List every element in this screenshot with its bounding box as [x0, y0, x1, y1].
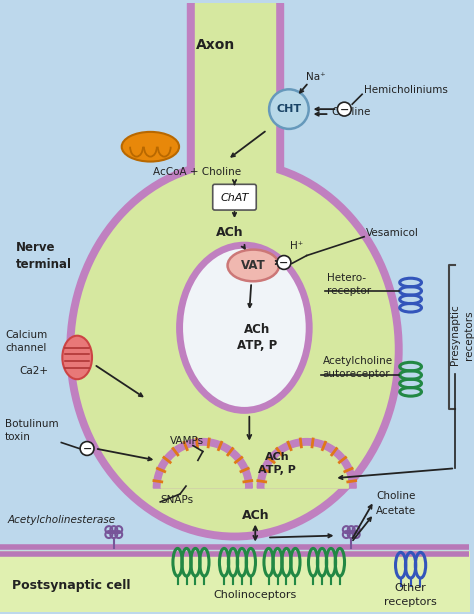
Text: −: −	[82, 444, 92, 454]
Text: Botulinum
toxin: Botulinum toxin	[5, 419, 59, 442]
Text: Axon: Axon	[196, 38, 235, 52]
Text: ACh
ATP, P: ACh ATP, P	[237, 323, 277, 352]
Circle shape	[80, 441, 94, 456]
Text: Choline: Choline	[376, 491, 415, 501]
Polygon shape	[257, 438, 356, 488]
Ellipse shape	[63, 336, 92, 379]
Text: SNAPs: SNAPs	[160, 495, 193, 505]
FancyBboxPatch shape	[213, 184, 256, 210]
Text: Hemicholiniums: Hemicholiniums	[364, 85, 448, 95]
Text: ChAT: ChAT	[220, 193, 249, 203]
Ellipse shape	[74, 166, 395, 532]
Text: Acetylcholine
autoreceptor: Acetylcholine autoreceptor	[322, 356, 392, 379]
Text: Other
receptors: Other receptors	[384, 583, 437, 607]
Polygon shape	[265, 446, 348, 488]
Text: Hetero-
receptor: Hetero- receptor	[327, 273, 371, 296]
Ellipse shape	[183, 249, 306, 407]
Ellipse shape	[228, 250, 279, 281]
Text: −: −	[340, 104, 349, 115]
Text: Cholinoceptors: Cholinoceptors	[214, 590, 297, 600]
Text: ACh: ACh	[216, 227, 243, 239]
Text: VAT: VAT	[241, 259, 265, 272]
Text: Acetate: Acetate	[376, 506, 416, 516]
Polygon shape	[154, 438, 252, 488]
Circle shape	[269, 89, 309, 129]
Text: CHT: CHT	[276, 104, 301, 114]
Text: Presynaptic
receptors: Presynaptic receptors	[450, 305, 474, 365]
Text: Choline: Choline	[331, 107, 371, 117]
Circle shape	[277, 255, 291, 270]
Ellipse shape	[122, 132, 179, 161]
Text: AcCoA + Choline: AcCoA + Choline	[153, 168, 241, 177]
Text: Acetylcholinesterase: Acetylcholinesterase	[8, 515, 116, 525]
Text: Vesamicol: Vesamicol	[366, 228, 419, 238]
Text: Ca2+: Ca2+	[20, 367, 49, 376]
Polygon shape	[161, 446, 245, 488]
Circle shape	[337, 102, 351, 116]
Text: Calcium
channel: Calcium channel	[5, 330, 47, 353]
Text: Na⁺: Na⁺	[306, 72, 325, 82]
Ellipse shape	[66, 158, 403, 540]
Text: H⁺: H⁺	[290, 241, 303, 251]
Ellipse shape	[176, 242, 313, 414]
Text: Postsynaptic cell: Postsynaptic cell	[12, 578, 130, 591]
Text: VAMPs: VAMPs	[170, 435, 204, 446]
Text: ACh
ATP, P: ACh ATP, P	[258, 452, 296, 475]
Text: Nerve
terminal: Nerve terminal	[16, 241, 72, 271]
Text: ACh: ACh	[241, 509, 269, 523]
Text: −: −	[279, 258, 289, 268]
